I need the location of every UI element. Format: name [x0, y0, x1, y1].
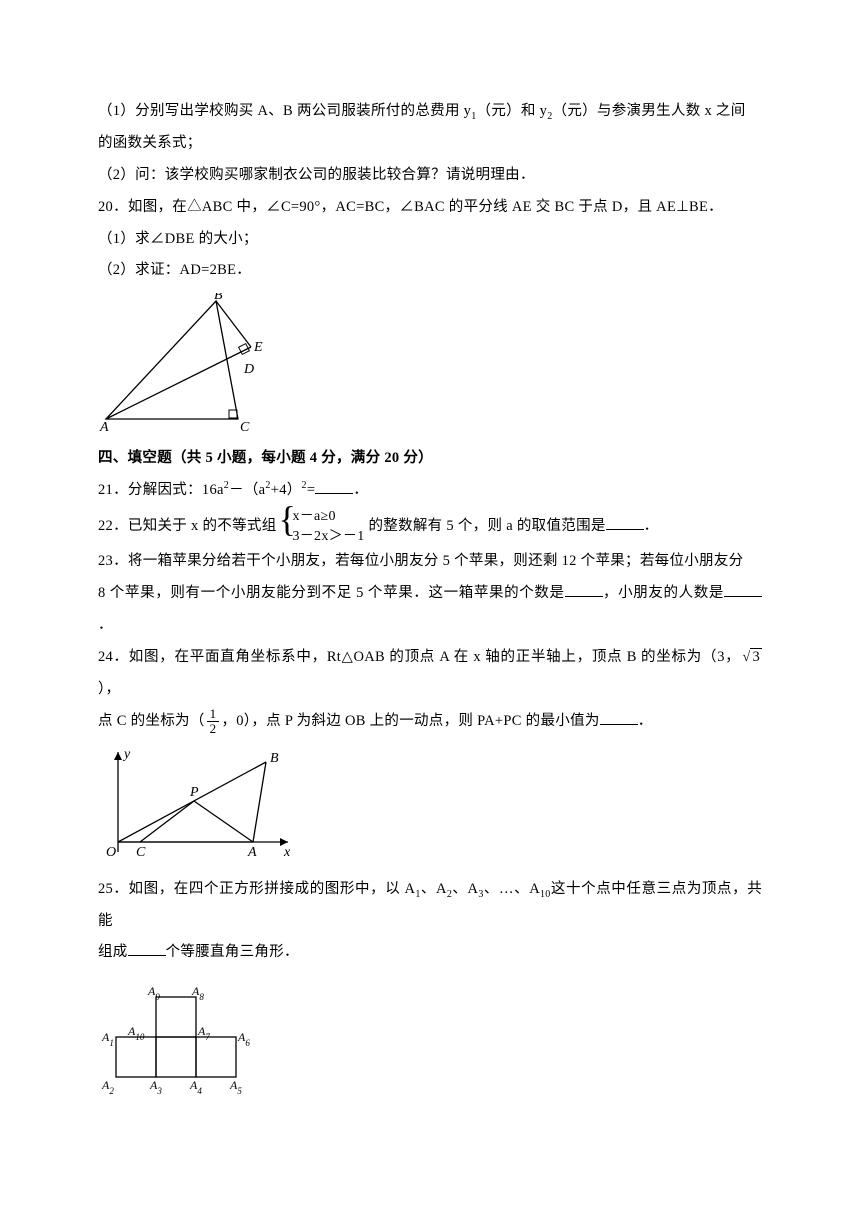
- q19-text-3: （2）问：该学校购买哪家制衣公司的服装比较合算？请说明理由．: [98, 160, 762, 192]
- svg-text:A3: A3: [149, 1078, 162, 1095]
- text: ，0），点 P 为斜边 OB 上的一动点，则 PA+PC 的最小值为: [221, 713, 599, 729]
- label-P: P: [189, 785, 199, 800]
- label-x: x: [283, 845, 291, 860]
- text: +4）: [271, 482, 302, 498]
- blank: [724, 583, 762, 597]
- blank: [315, 480, 353, 494]
- q19-text-2: 的函数关系式；: [98, 128, 762, 160]
- section-4-heading: 四、填空题（共 5 小题，每小题 4 分，满分 20 分）: [98, 443, 762, 475]
- sys-row-1: x－a≥0: [292, 507, 364, 527]
- label-A: A: [247, 845, 257, 860]
- q20-figure: A C B D E: [98, 293, 762, 433]
- q25-text-2: 组成 个等腰直角三角形．: [98, 937, 762, 969]
- blank: [600, 711, 638, 725]
- q24-text-1: 24．如图，在平面直角坐标系中，Rt△OAB 的顶点 A 在 x 轴的正半轴上，…: [98, 642, 762, 706]
- svg-text:A4: A4: [189, 1078, 202, 1095]
- q20-text-1: 20．如图，在△ABC 中，∠C=90°，AC=BC，∠BAC 的平分线 AE …: [98, 192, 762, 224]
- text: 、A: [421, 881, 447, 897]
- text: 、A: [452, 881, 478, 897]
- text: 24．如图，在平面直角坐标系中，Rt△OAB 的顶点 A 在 x 轴的正半轴上，…: [98, 649, 740, 665]
- fraction-half: 12: [207, 707, 220, 737]
- label-A: A: [99, 420, 109, 433]
- q25-text-1: 25．如图，在四个正方形拼接成的图形中，以 A1、A2、A3、…、A10这十个点…: [98, 874, 762, 938]
- text: ．: [638, 713, 653, 729]
- q23-text-1: 23．将一箱苹果分给若干个小朋友，若每位小朋友分 5 个苹果，则还剩 12 个苹…: [98, 546, 762, 578]
- text: （1）分别写出学校购买 A、B 两公司服装所付的总费用 y: [98, 103, 471, 119]
- svg-text:A10: A10: [127, 1024, 145, 1042]
- svg-text:A9: A9: [147, 984, 160, 1002]
- squares-svg: A1 A2 A3 A4 A5 A6 A7 A8 A9 A10: [98, 975, 278, 1095]
- q21-text: 21．分解因式：16a2－（a2+4）2=．: [98, 475, 762, 507]
- label-B: B: [214, 293, 223, 303]
- text: 个等腰直角三角形．: [166, 944, 299, 960]
- triangle-svg: A C B D E: [98, 293, 268, 433]
- blank: [565, 583, 603, 597]
- text: ．: [353, 482, 368, 498]
- text: 8 个苹果，则有一个小朋友能分到不足 5 个苹果．这一箱苹果的个数是: [98, 585, 565, 601]
- svg-text:A5: A5: [229, 1078, 242, 1095]
- text: 22．已知关于 x 的不等式组: [98, 518, 277, 534]
- q19-text-1: （1）分别写出学校购买 A、B 两公司服装所付的总费用 y1（元）和 y2（元）…: [98, 96, 762, 128]
- text: 21．分解因式：16a: [98, 482, 224, 498]
- q22-text: 22．已知关于 x 的不等式组 x－a≥0 3－2x＞－1 的整数解有 5 个，…: [98, 507, 762, 546]
- text: －（a: [229, 482, 265, 498]
- text: ．: [644, 518, 659, 534]
- blank: [128, 942, 166, 956]
- q23-text-2: 8 个苹果，则有一个小朋友能分到不足 5 个苹果．这一箱苹果的个数是 ，小朋友的人…: [98, 578, 762, 642]
- q25-figure: A1 A2 A3 A4 A5 A6 A7 A8 A9 A10: [98, 975, 762, 1095]
- sub: 10: [540, 889, 551, 900]
- text: ），: [98, 681, 120, 697]
- label-y: y: [122, 747, 131, 762]
- label-C: C: [136, 845, 146, 860]
- svg-text:A1: A1: [101, 1030, 114, 1048]
- label-E: E: [253, 340, 263, 355]
- text: （元）和 y: [477, 103, 548, 119]
- svg-text:A7: A7: [197, 1024, 210, 1042]
- sqrt-3: 3: [740, 642, 762, 674]
- q24-figure: O C A B P x y: [98, 744, 762, 864]
- text: 的整数解有 5 个，则 a 的取值范围是: [368, 518, 605, 534]
- text: （元）与参演男生人数 x 之间: [553, 103, 746, 119]
- text: =: [307, 482, 315, 498]
- q20-text-2: （1）求∠DBE 的大小；: [98, 224, 762, 256]
- q20-text-3: （2）求证：AD=2BE．: [98, 255, 762, 287]
- text: 组成: [98, 944, 128, 960]
- label-O: O: [106, 845, 116, 860]
- label-B: B: [270, 751, 279, 766]
- label-D: D: [243, 362, 254, 377]
- label-C: C: [240, 420, 250, 433]
- page: （1）分别写出学校购买 A、B 两公司服装所付的总费用 y1（元）和 y2（元）…: [0, 0, 860, 1216]
- text: 点 C 的坐标为（: [98, 713, 205, 729]
- text: ，小朋友的人数是: [603, 585, 724, 601]
- svg-text:A8: A8: [191, 984, 204, 1002]
- sys-row-2: 3－2x＞－1: [292, 527, 364, 547]
- q24-text-2: 点 C 的坐标为（12，0），点 P 为斜边 OB 上的一动点，则 PA+PC …: [98, 706, 762, 738]
- svg-text:A6: A6: [237, 1030, 250, 1048]
- text: 25．如图，在四个正方形拼接成的图形中，以 A: [98, 881, 415, 897]
- inequality-system: x－a≥0 3－2x＞－1: [280, 507, 364, 546]
- text: ．: [98, 617, 113, 633]
- svg-text:A2: A2: [101, 1078, 114, 1095]
- blank: [606, 516, 644, 530]
- coord-svg: O C A B P x y: [98, 744, 298, 864]
- text: 、…、A: [484, 881, 540, 897]
